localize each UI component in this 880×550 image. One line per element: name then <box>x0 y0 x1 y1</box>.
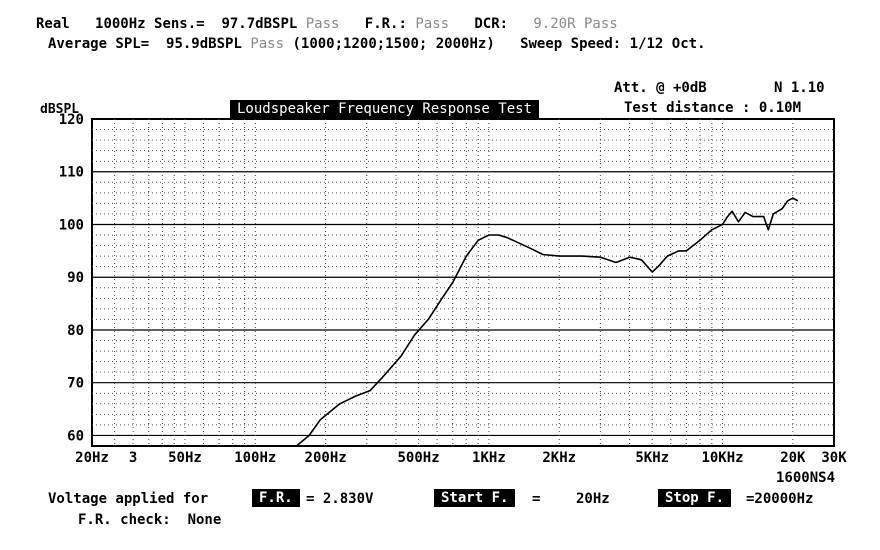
y-tick-label: 80 <box>67 323 84 339</box>
x-tick-label: 20Hz <box>75 450 109 466</box>
avg-freqs: (1000;1200;1500; 2000Hz) <box>292 36 495 52</box>
x-tick-label: 100Hz <box>234 450 276 466</box>
y-tick-label: 60 <box>67 428 84 444</box>
sens-status: Pass <box>305 16 340 32</box>
x-tick-label: 2KHz <box>542 450 576 466</box>
real-label: Real <box>36 16 70 32</box>
y-tick-label: 120 <box>59 112 84 128</box>
stop-key-button[interactable]: Stop F. <box>658 489 732 507</box>
frcheck-value: None <box>187 512 222 528</box>
start-key-button[interactable]: Start F. <box>434 489 516 507</box>
plot-frame <box>91 118 835 447</box>
footer-line-1: Voltage applied for <box>48 491 208 507</box>
x-tick-label: 30K <box>821 450 847 466</box>
sweep-speed: Sweep Speed: 1/12 Oct. <box>520 36 706 52</box>
fr-status: Pass <box>415 16 450 32</box>
sens-label: 1000Hz Sens.= <box>95 16 205 32</box>
dcr-status: Pass <box>583 16 618 32</box>
footer-line-2: F.R. check: None <box>78 512 221 528</box>
x-tick-label: 20K <box>780 450 806 466</box>
avg-label: Average SPL= <box>48 36 150 52</box>
chart-title: Loudspeaker Frequency Response Test <box>230 100 540 118</box>
y-tick-label: 70 <box>67 376 84 392</box>
start-eq: = <box>532 491 541 507</box>
fr-key-button[interactable]: F.R. <box>252 489 300 507</box>
fr-label: F.R.: <box>364 16 407 32</box>
x-tick-label: 1KHz <box>472 450 506 466</box>
test-distance: Test distance : 0.10M <box>624 100 802 116</box>
y-tick-label: 90 <box>67 270 84 286</box>
avg-status: Pass <box>250 36 285 52</box>
header-line-1: Real 1000Hz Sens.= 97.7dBSPL Pass F.R.: … <box>36 16 618 32</box>
x-tick-label: 10KHz <box>701 450 743 466</box>
x-tick-label: 200Hz <box>305 450 347 466</box>
start-value: 20Hz <box>576 491 610 507</box>
frcheck-label: F.R. check: <box>78 512 171 528</box>
header-line-2: Average SPL= 95.9dBSPL Pass (1000;1200;1… <box>48 36 706 52</box>
dcr-label: DCR: <box>474 16 509 32</box>
voltage-value: = 2.830V <box>306 491 374 507</box>
y-axis-label: dBSPL <box>40 102 80 117</box>
x-tick-label: 3 <box>129 450 137 466</box>
response-curve <box>295 197 799 447</box>
att-setting: Att. @ +0dB <box>614 80 707 96</box>
model-label: 1600NS4 <box>776 470 836 486</box>
x-tick-label: 5KHz <box>635 450 669 466</box>
x-tick-label: 50Hz <box>168 450 202 466</box>
n-setting: N 1.10 <box>774 80 825 96</box>
voltage-label: Voltage applied for <box>48 491 209 507</box>
dcr-value: 9.20R <box>533 16 576 32</box>
sens-value: 97.7dBSPL <box>221 16 298 32</box>
y-tick-label: 110 <box>59 165 84 181</box>
x-tick-label: 500Hz <box>398 450 440 466</box>
avg-value: 95.9dBSPL <box>166 36 242 52</box>
stop-value: =20000Hz <box>746 491 814 507</box>
y-tick-label: 100 <box>59 217 84 233</box>
